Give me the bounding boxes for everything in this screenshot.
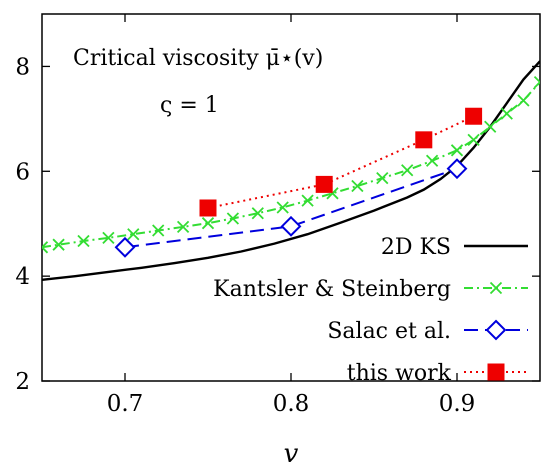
x-tick-label: 0.9 <box>439 391 476 417</box>
data-point-1 <box>152 224 165 237</box>
annotation-title: Critical viscosity μ̄⋆(v) <box>73 46 323 71</box>
legend-label: Kantsler & Steinberg <box>213 277 451 302</box>
annotation-parameter: ς = 1 <box>160 93 219 118</box>
data-point-1 <box>201 217 215 230</box>
legend-label: 2D KS <box>381 235 451 260</box>
data-point-1 <box>127 228 140 241</box>
data-point-1 <box>467 133 480 146</box>
x-axis-label: v <box>284 439 299 469</box>
data-point-1 <box>176 220 190 233</box>
data-point-1 <box>533 76 540 89</box>
data-point-1 <box>376 171 389 185</box>
annotations: Critical viscosity μ̄⋆(v) ς = 1 <box>73 46 323 118</box>
legend-marker <box>485 319 507 341</box>
data-point-2 <box>446 158 468 180</box>
data-point-2 <box>114 236 136 258</box>
legend-marker <box>487 363 505 381</box>
data-point-1 <box>517 94 530 107</box>
x-tick-label: 0.8 <box>273 391 310 417</box>
data-point-1 <box>226 212 240 225</box>
data-point-1 <box>351 179 364 193</box>
y-tick-label: 8 <box>15 54 30 80</box>
data-point-3 <box>465 107 483 125</box>
series-layer <box>42 60 540 282</box>
y-tick-label: 6 <box>15 159 30 185</box>
data-point-1 <box>301 194 314 207</box>
data-point-1 <box>500 107 513 120</box>
data-point-3 <box>415 131 433 149</box>
data-point-1 <box>484 120 497 133</box>
data-point-1 <box>102 231 115 245</box>
y-tick-label: 2 <box>15 369 30 395</box>
series-line-2 <box>124 167 458 249</box>
x-tick-label: 0.7 <box>107 391 144 417</box>
data-point-1 <box>276 201 289 214</box>
data-point-1 <box>401 164 414 177</box>
legend-marker <box>489 281 503 295</box>
legend: 2D KS Kantsler & Steinberg Salac et al. thi… <box>213 235 528 386</box>
data-point-1 <box>450 144 464 157</box>
legend-label: Salac et al. <box>327 319 451 344</box>
ticks-layer: 0.7 0.8 0.9 2 4 6 8 <box>15 14 540 417</box>
data-point-1 <box>425 154 439 167</box>
data-point-1 <box>42 241 49 254</box>
y-tick-label: 4 <box>15 264 30 290</box>
legend-label: this work <box>347 361 452 386</box>
data-point-3 <box>315 175 333 193</box>
data-point-1 <box>52 238 65 251</box>
data-point-3 <box>199 199 217 217</box>
data-point-2 <box>280 215 302 237</box>
data-point-1 <box>251 207 264 220</box>
data-point-1 <box>77 234 90 248</box>
